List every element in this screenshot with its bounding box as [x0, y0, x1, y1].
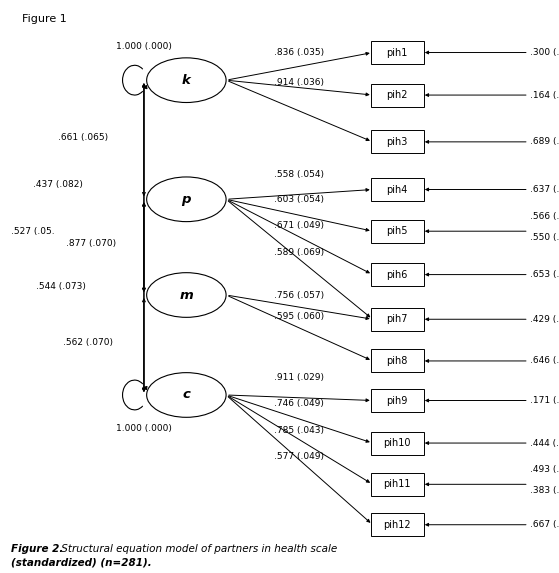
Ellipse shape — [146, 177, 226, 222]
Text: .562 (.070): .562 (.070) — [63, 338, 113, 347]
FancyBboxPatch shape — [371, 263, 424, 286]
Text: .671 (.049): .671 (.049) — [274, 221, 324, 230]
Text: .653 (.081): .653 (.081) — [530, 270, 559, 279]
FancyBboxPatch shape — [371, 431, 424, 454]
Text: Figure 1: Figure 1 — [22, 14, 67, 24]
Text: (standardized) (n=281).: (standardized) (n=281). — [11, 558, 152, 568]
Text: .756 (.057): .756 (.057) — [274, 291, 324, 300]
Text: p: p — [182, 193, 191, 206]
Text: .437 (.082): .437 (.082) — [33, 180, 83, 189]
Text: .493 (.089): .493 (.089) — [530, 465, 559, 474]
Text: .383 (.068): .383 (.068) — [530, 486, 559, 496]
Text: Figure 2.: Figure 2. — [11, 544, 63, 554]
Text: .300 (.058): .300 (.058) — [530, 48, 559, 57]
Text: .527 (.05.: .527 (.05. — [11, 227, 55, 236]
Text: c: c — [182, 388, 190, 402]
Text: k: k — [182, 74, 191, 87]
Text: pih2: pih2 — [386, 90, 408, 100]
Text: m: m — [179, 289, 193, 301]
FancyBboxPatch shape — [371, 473, 424, 496]
Ellipse shape — [146, 273, 226, 317]
FancyBboxPatch shape — [371, 131, 424, 154]
FancyBboxPatch shape — [371, 308, 424, 331]
Text: .566 (.058): .566 (.058) — [530, 211, 559, 221]
Ellipse shape — [146, 372, 226, 417]
Text: 1.000 (.000): 1.000 (.000) — [116, 42, 172, 51]
FancyBboxPatch shape — [371, 84, 424, 107]
Text: pih5: pih5 — [386, 226, 408, 236]
Text: .911 (.029): .911 (.029) — [274, 373, 324, 382]
FancyBboxPatch shape — [371, 41, 424, 64]
Text: pih1: pih1 — [387, 48, 408, 57]
Ellipse shape — [146, 58, 226, 103]
Text: .689 (.060): .689 (.060) — [530, 138, 559, 146]
Text: .577 (.049): .577 (.049) — [274, 452, 324, 461]
Text: pih9: pih9 — [387, 395, 408, 406]
Text: pih3: pih3 — [387, 137, 408, 147]
Text: pih12: pih12 — [383, 520, 411, 529]
Text: pih6: pih6 — [387, 269, 408, 280]
Text: .746 (.049): .746 (.049) — [274, 399, 324, 408]
Text: pih11: pih11 — [383, 480, 411, 489]
Text: .444 (.073): .444 (.073) — [530, 438, 559, 448]
Text: Structural equation model of partners in health scale: Structural equation model of partners in… — [58, 544, 337, 554]
FancyBboxPatch shape — [371, 219, 424, 243]
FancyBboxPatch shape — [371, 513, 424, 536]
Text: .667 (.057): .667 (.057) — [530, 520, 559, 529]
Text: .646 (.071): .646 (.071) — [530, 356, 559, 366]
Text: pih4: pih4 — [387, 185, 408, 194]
Text: .836 (.035): .836 (.035) — [274, 48, 324, 57]
Text: pih10: pih10 — [383, 438, 411, 448]
Text: .785 (.043): .785 (.043) — [274, 426, 324, 435]
Text: .589 (.069): .589 (.069) — [274, 248, 324, 257]
Text: .558 (.054): .558 (.054) — [274, 170, 324, 179]
Text: pih8: pih8 — [387, 356, 408, 366]
Text: pih7: pih7 — [386, 314, 408, 324]
Text: .661 (.065): .661 (.065) — [58, 133, 108, 142]
Text: .164 (.067): .164 (.067) — [530, 91, 559, 100]
Text: .603 (.054): .603 (.054) — [274, 195, 324, 203]
Text: .595 (.060): .595 (.060) — [274, 312, 324, 321]
Text: .637 (.065): .637 (.065) — [530, 185, 559, 194]
Text: .171 (.052): .171 (.052) — [530, 396, 559, 405]
Text: .877 (.070): .877 (.070) — [66, 240, 116, 249]
Text: .550 (.066): .550 (.066) — [530, 233, 559, 242]
Text: 1.000 (.000): 1.000 (.000) — [116, 424, 172, 433]
FancyBboxPatch shape — [371, 178, 424, 201]
Text: .914 (.036): .914 (.036) — [274, 77, 324, 87]
Text: .429 (.086): .429 (.086) — [530, 315, 559, 324]
Text: .544 (.073): .544 (.073) — [36, 282, 86, 291]
FancyBboxPatch shape — [371, 389, 424, 412]
FancyBboxPatch shape — [371, 350, 424, 372]
